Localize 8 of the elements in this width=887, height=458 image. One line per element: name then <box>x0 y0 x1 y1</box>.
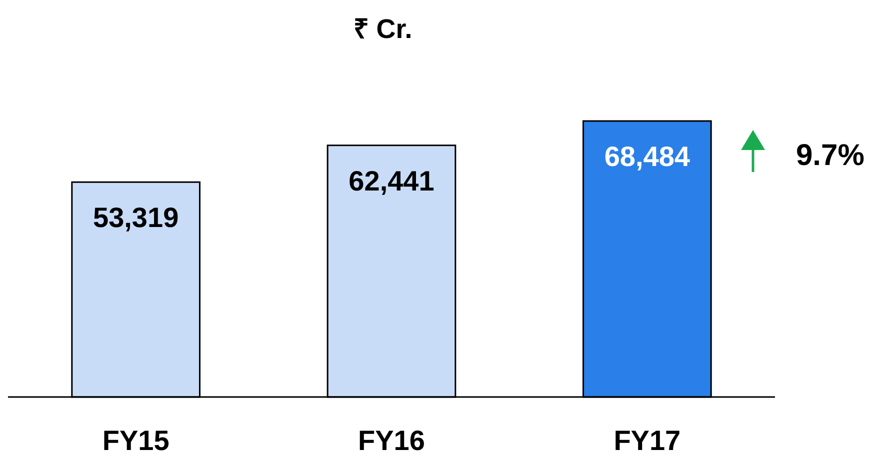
chart-title: ₹ Cr. <box>354 14 412 44</box>
x-tick-label: FY17 <box>614 425 681 456</box>
data-label: 53,319 <box>93 202 179 234</box>
x-tick-label: FY15 <box>102 425 170 456</box>
text: 9.7% <box>796 139 864 172</box>
data-label: 68,484 <box>604 141 690 172</box>
data-label: 62,441 <box>348 165 434 196</box>
x-tick-label: FY16 <box>358 425 425 456</box>
